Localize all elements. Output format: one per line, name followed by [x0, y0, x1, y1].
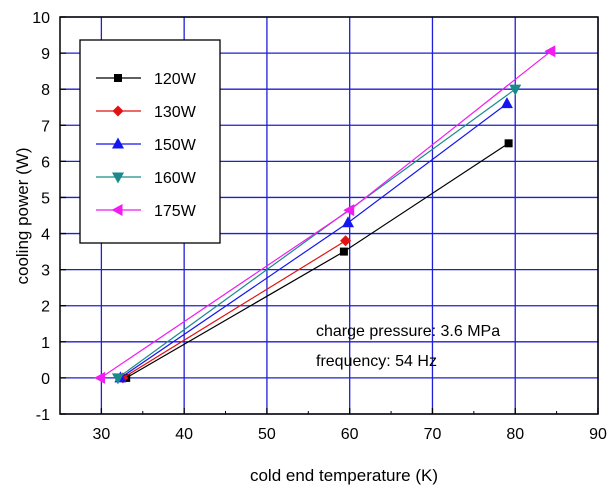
series-layer: [94, 45, 556, 385]
x-tick-label: 60: [341, 426, 359, 443]
y-tick-label: 7: [41, 118, 50, 135]
y-tick-label: 8: [41, 82, 50, 99]
y-tick-label: 4: [41, 227, 50, 244]
data-point: [111, 373, 124, 385]
data-point: [509, 84, 522, 96]
x-tick-label: 30: [92, 426, 110, 443]
series-line: [122, 240, 346, 379]
x-tick-label: 40: [175, 426, 193, 443]
y-tick-label: 2: [41, 299, 50, 316]
y-tick-label: 10: [32, 10, 50, 27]
series-175W: [94, 45, 556, 384]
y-tick-label: -1: [36, 407, 50, 424]
y-tick-label: 9: [41, 46, 50, 63]
legend-marker: [112, 105, 124, 117]
legend-marker: [112, 172, 124, 184]
series-160W: [111, 84, 522, 385]
legend-box: [79, 39, 221, 244]
data-point: [500, 97, 513, 109]
y-tick-label: 5: [41, 190, 50, 207]
legend-label: 120W: [154, 71, 197, 88]
legend-label: 130W: [154, 104, 197, 121]
legend-marker: [111, 204, 123, 216]
x-axis-label: cold end temperature (K): [250, 466, 438, 485]
data-point: [340, 235, 352, 247]
x-tick-label: 90: [589, 426, 607, 443]
x-tick-label: 80: [506, 426, 524, 443]
x-tick-label: 50: [258, 426, 276, 443]
annotation-charge-pressure: charge pressure: 3.6 MPa: [316, 323, 500, 340]
series-line: [117, 88, 516, 379]
data-point: [544, 45, 556, 58]
y-tick-label: 0: [41, 371, 50, 388]
legend-marker: [114, 74, 122, 82]
legend-label: 175W: [154, 203, 197, 220]
legend: 120W 130W 150W 160W 175W: [79, 39, 221, 244]
legend-label: 160W: [154, 170, 197, 187]
data-point: [339, 247, 348, 256]
legend-marker: [112, 137, 124, 149]
plot-frame: [59, 16, 599, 415]
x-tick-label: 70: [424, 426, 442, 443]
legend-label: 150W: [154, 137, 197, 154]
y-tick-label: 1: [41, 335, 50, 352]
data-point: [342, 216, 355, 228]
data-point: [94, 371, 106, 384]
axis-ticks: 30 40 50 60 70 80 90 -1 0 1 2 3 4 5 6 7 8 9 10: [32, 10, 607, 443]
y-tick-label: 3: [41, 263, 50, 280]
y-axis-label: cooling power (W): [13, 148, 32, 285]
y-tick-label: 6: [41, 154, 50, 171]
annotation-frequency: frequency: 54 Hz: [316, 353, 437, 370]
data-point: [504, 139, 513, 148]
data-point: [343, 204, 355, 217]
